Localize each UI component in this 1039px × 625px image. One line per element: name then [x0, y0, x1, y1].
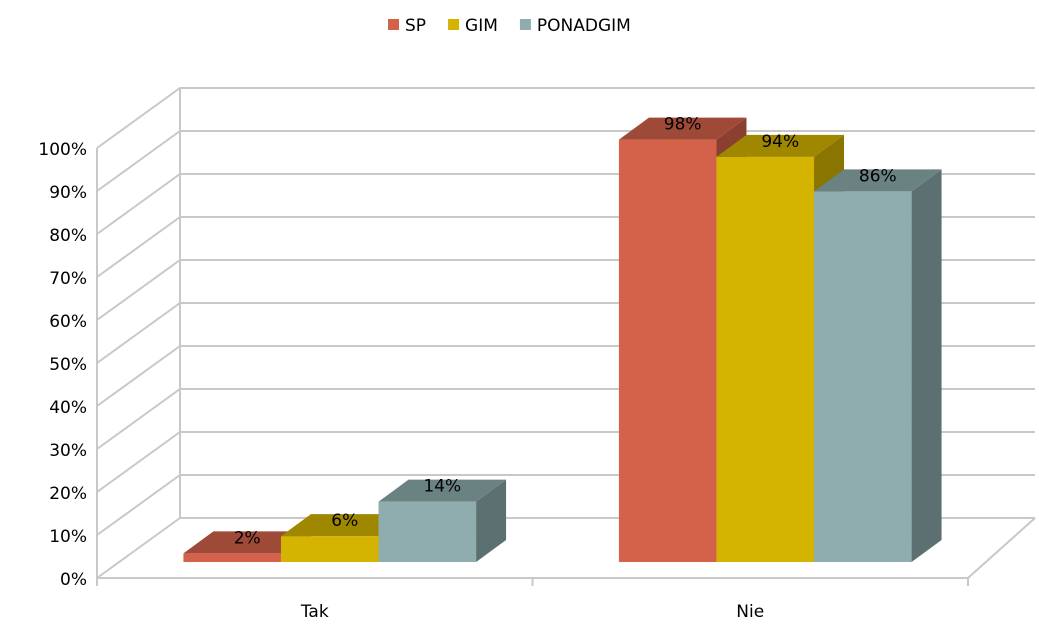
bar — [814, 191, 912, 562]
bar — [280, 536, 379, 562]
value-label: 14% — [423, 477, 461, 497]
bar — [618, 139, 717, 562]
y-tick-label: 100% — [38, 140, 87, 160]
x-tick-label: Nie — [736, 602, 764, 622]
grid-line — [96, 130, 1035, 192]
value-label: 6% — [331, 511, 358, 531]
bar-top — [378, 479, 507, 502]
legend-swatch — [388, 19, 399, 30]
bar-side — [476, 479, 507, 562]
y-tick-label: 70% — [49, 269, 87, 289]
x-tick-label: Tak — [300, 602, 329, 622]
bar — [716, 156, 815, 563]
y-tick-label: 60% — [49, 312, 87, 332]
bar-top — [814, 169, 942, 192]
value-label: 2% — [234, 528, 261, 548]
bar-top — [183, 531, 311, 554]
legend-swatch — [519, 19, 531, 30]
legend-label: SP — [405, 16, 426, 36]
bar-top — [716, 134, 845, 157]
bar — [378, 501, 477, 562]
y-tick-label: 50% — [49, 355, 87, 375]
y-tick-label: 30% — [49, 441, 87, 461]
y-tick-label: 40% — [49, 398, 87, 418]
bar-top — [280, 514, 409, 537]
y-tick-label: 80% — [49, 226, 87, 246]
legend-label: PONADGIM — [537, 16, 631, 36]
legend-label: GIM — [465, 16, 498, 36]
grid-line — [96, 87, 1035, 149]
y-tick-label: 90% — [49, 183, 87, 203]
bar-side — [911, 169, 942, 562]
value-label: 94% — [761, 132, 799, 152]
bar-top — [618, 117, 747, 140]
bar — [183, 553, 281, 562]
y-tick-label: 0% — [60, 570, 87, 590]
y-tick-label: 20% — [49, 484, 87, 504]
value-label: 98% — [664, 115, 702, 135]
y-tick-label: 10% — [49, 527, 87, 547]
value-label: 86% — [859, 166, 897, 186]
legend-swatch — [448, 19, 460, 30]
